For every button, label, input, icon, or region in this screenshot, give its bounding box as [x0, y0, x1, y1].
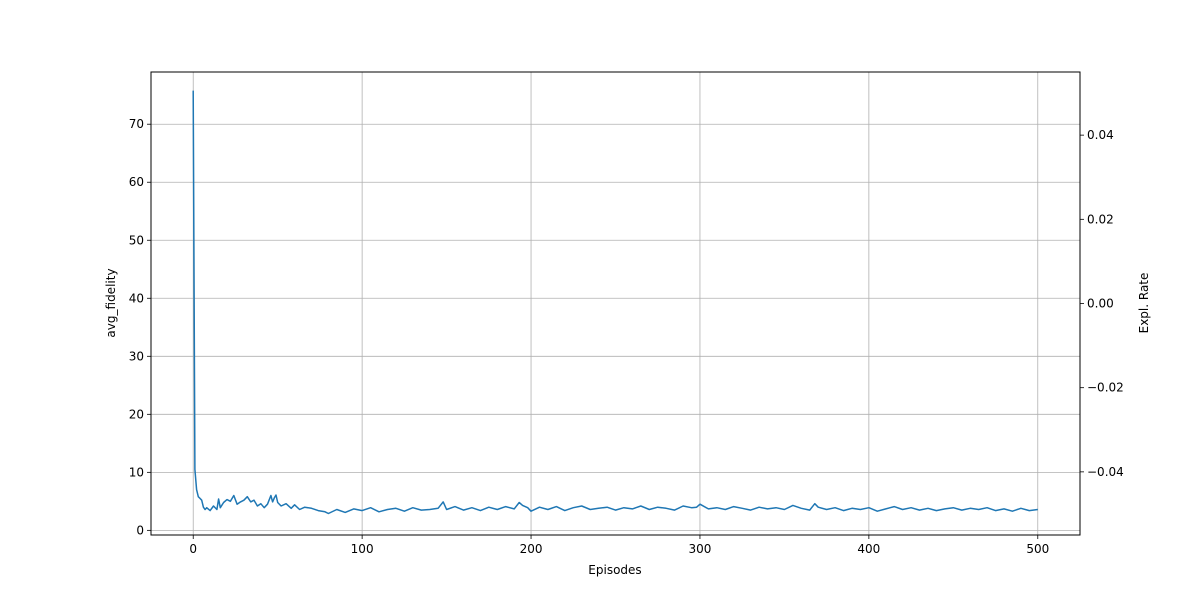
y2-tick-label: −0.04	[1087, 465, 1124, 479]
y-tick-label: 40	[129, 291, 144, 305]
y2-tick-label: −0.02	[1087, 381, 1124, 395]
y2-tick-label: 0.00	[1087, 297, 1114, 311]
x-tick-label: 200	[520, 542, 543, 556]
plot-frame	[150, 71, 1081, 536]
y2-tick-label: 0.04	[1087, 128, 1114, 142]
y-axis-label: avg_fidelity	[104, 268, 118, 337]
secondary-y-axis-ticks: −0.04 −0.02 0.00 0.02 0.04	[1080, 128, 1124, 479]
y-tick-label: 60	[129, 175, 144, 189]
x-axis-label: Episodes	[588, 563, 641, 577]
y-tick-label: 70	[129, 117, 144, 131]
x-tick-label: 500	[1026, 542, 1049, 556]
x-axis-ticks: 0 100 200 300 400 500	[189, 535, 1049, 556]
y-tick-label: 30	[129, 349, 144, 363]
y-tick-label: 10	[129, 465, 144, 479]
x-tick-label: 100	[351, 542, 374, 556]
grid	[151, 72, 1080, 535]
x-tick-label: 400	[857, 542, 880, 556]
x-tick-label: 0	[189, 542, 197, 556]
y-axis-ticks: 0 10 20 30 40 50 60 70	[129, 117, 151, 537]
series-line-avg-fidelity	[192, 90, 1038, 515]
y-tick-label: 0	[136, 523, 144, 537]
secondary-y-axis-label: Expl. Rate	[1137, 273, 1151, 334]
y-tick-label: 50	[129, 233, 144, 247]
x-tick-label: 300	[689, 542, 712, 556]
y2-tick-label: 0.02	[1087, 212, 1114, 226]
y-tick-label: 20	[129, 407, 144, 421]
